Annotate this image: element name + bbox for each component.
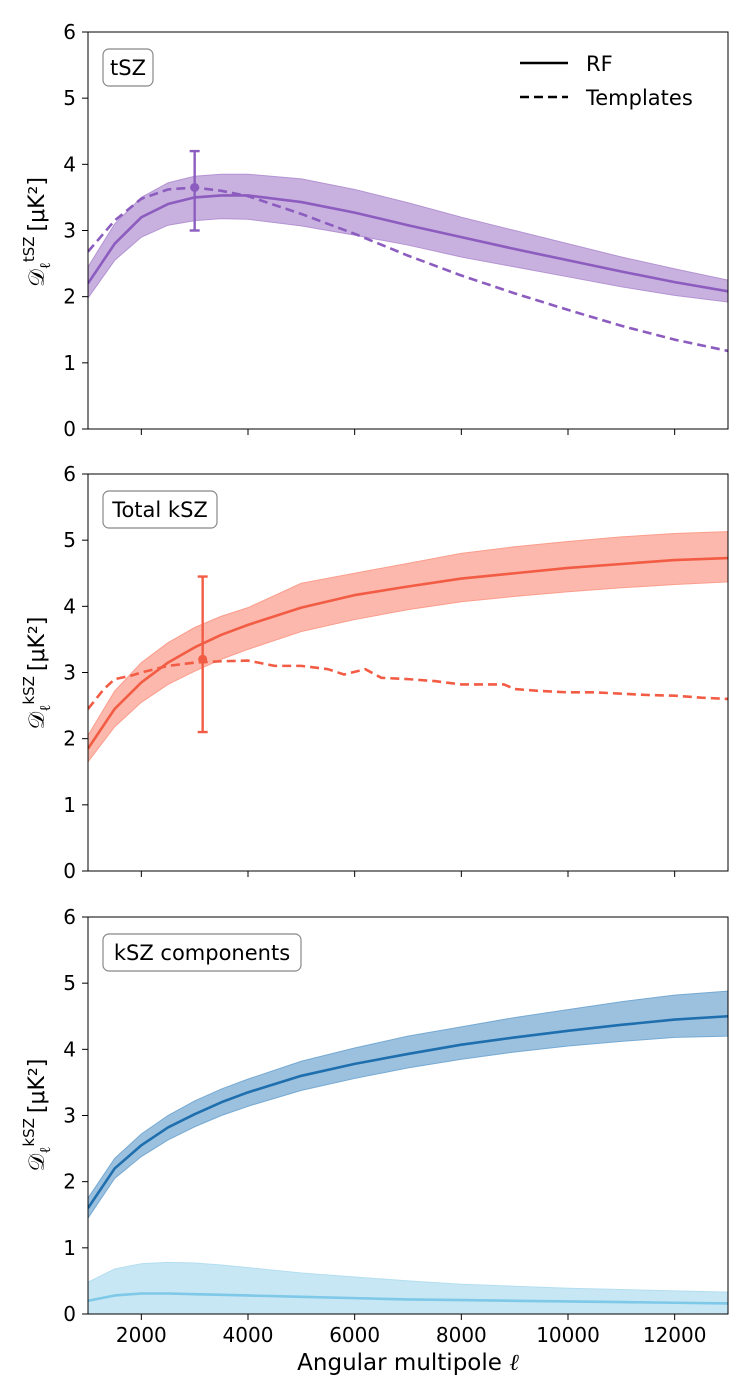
ksz-components-x-tick-label: 4000 <box>223 1323 274 1347</box>
total-ksz-y-tick-label: 5 <box>63 528 76 552</box>
legend-templates-label: Templates <box>585 86 693 110</box>
total-ksz-ylabel-main: 𝒟 <box>25 711 50 729</box>
total-ksz-line-rf <box>88 556 728 750</box>
total-ksz-x-ticks <box>140 871 676 877</box>
ksz-components-y-axis-label: 𝒟ℓkSZ [μK²] <box>20 1059 54 1172</box>
total-ksz-y-tick-label: 6 <box>63 462 76 486</box>
panel-ksz-components: 0 1 2 3 4 5 6 2000 4000 6000 8000 10000 12000 kSZ c… <box>20 905 729 1376</box>
ksz-components-ylabel-sub: ℓ <box>36 1147 54 1154</box>
legend: RF Templates <box>520 52 693 110</box>
ksz-components-ylabel-unit: [μK²] <box>25 1059 50 1113</box>
tsz-y-tick-label: 4 <box>63 152 76 176</box>
ksz-components-badge: kSZ components <box>102 933 302 972</box>
tsz-series-lines <box>88 186 728 353</box>
tsz-y-tick-label: 2 <box>63 285 76 309</box>
x-axis-label-text: Angular multipole <box>297 1350 502 1376</box>
total-ksz-line-templates <box>88 659 728 710</box>
total-ksz-ylabel-unit: [μK²] <box>25 617 50 671</box>
ksz-components-y-tick-label: 3 <box>63 1104 76 1128</box>
tsz-y-tick-label: 3 <box>63 219 76 243</box>
ksz-components-y-tick-label: 5 <box>63 971 76 995</box>
tsz-band-0 <box>88 173 728 303</box>
ksz-components-y-tick-label: 1 <box>63 1236 76 1260</box>
ksz-components-line-component-1 <box>88 1014 728 1209</box>
total-ksz-y-tick-label: 2 <box>63 727 76 751</box>
total-ksz-data-point-0 <box>198 654 208 664</box>
tsz-data-points <box>189 149 200 232</box>
total-ksz-data-points <box>197 575 208 734</box>
total-ksz-badge-text: Total kSZ <box>111 498 208 522</box>
tsz-uncertainty-bands <box>88 173 728 303</box>
ksz-components-y-tick-label: 4 <box>63 1037 76 1061</box>
ksz-components-ylabel-sup: kSZ <box>20 1118 38 1146</box>
ksz-components-y-ticks: 0 1 2 3 4 5 6 <box>63 905 88 1326</box>
panel-total-ksz: 0 1 2 3 4 5 6 Total kSZ 𝒟ℓkSZ [μK²] <box>20 462 729 883</box>
total-ksz-band-0 <box>88 531 728 763</box>
total-ksz-ylabel-sub: ℓ <box>36 705 54 712</box>
x-axis-label-symbol: ℓ <box>509 1350 519 1376</box>
tsz-y-ticks: 0 1 2 3 4 5 6 <box>63 20 88 441</box>
tsz-ylabel-unit: [μK²] <box>25 177 50 231</box>
ksz-components-x-tick-label: 8000 <box>436 1323 487 1347</box>
tsz-line-templates <box>88 186 728 353</box>
ksz-components-x-tick-label: 2000 <box>116 1323 167 1347</box>
ksz-components-series-lines <box>88 1014 728 1305</box>
ksz-components-x-ticks: 2000 4000 6000 8000 10000 12000 <box>116 1314 707 1347</box>
total-ksz-y-tick-label: 0 <box>63 859 76 883</box>
tsz-ylabel-sub: ℓ <box>36 262 54 269</box>
ksz-components-x-tick-label: 6000 <box>329 1323 380 1347</box>
ksz-components-x-tick-label: 12000 <box>643 1323 707 1347</box>
total-ksz-y-tick-label: 1 <box>63 793 76 817</box>
ksz-components-ylabel-main: 𝒟 <box>25 1153 50 1171</box>
legend-rf-label: RF <box>586 52 613 76</box>
tsz-y-axis-label: 𝒟ℓtSZ [μK²] <box>20 177 54 287</box>
tsz-badge: tSZ <box>102 48 154 87</box>
total-ksz-series-lines <box>88 556 728 750</box>
tsz-data-point-0 <box>190 182 200 192</box>
tsz-y-tick-label: 6 <box>63 20 76 44</box>
tsz-x-ticks <box>140 429 676 435</box>
total-ksz-y-tick-label: 4 <box>63 594 76 618</box>
ksz-components-line-component-2 <box>88 1292 728 1305</box>
tsz-badge-text: tSZ <box>110 56 146 80</box>
tsz-ylabel-main: 𝒟 <box>25 269 50 287</box>
tsz-y-tick-label: 5 <box>63 86 76 110</box>
tsz-line-rf <box>88 194 728 293</box>
total-ksz-ylabel-sup: kSZ <box>20 676 38 704</box>
total-ksz-y-tick-label: 3 <box>63 661 76 685</box>
tsz-y-tick-label: 0 <box>63 417 76 441</box>
ksz-components-uncertainty-bands <box>88 990 728 1314</box>
tsz-y-tick-label: 1 <box>63 351 76 375</box>
ksz-components-band-1 <box>88 1261 728 1314</box>
total-ksz-y-ticks: 0 1 2 3 4 5 6 <box>63 462 88 883</box>
total-ksz-uncertainty-bands <box>88 531 728 763</box>
x-axis-label: Angular multipole ℓ <box>297 1350 519 1376</box>
ksz-components-y-tick-label: 2 <box>63 1170 76 1194</box>
ksz-components-y-tick-label: 0 <box>63 1302 76 1326</box>
tsz-ylabel-sup: tSZ <box>20 236 38 262</box>
ksz-components-band-0 <box>88 990 728 1219</box>
ksz-components-x-tick-label: 10000 <box>536 1323 600 1347</box>
ksz-components-badge-text: kSZ components <box>114 941 290 965</box>
total-ksz-y-axis-label: 𝒟ℓkSZ [μK²] <box>20 617 54 730</box>
ksz-components-y-tick-label: 6 <box>63 905 76 929</box>
total-ksz-badge: Total kSZ <box>102 490 218 529</box>
